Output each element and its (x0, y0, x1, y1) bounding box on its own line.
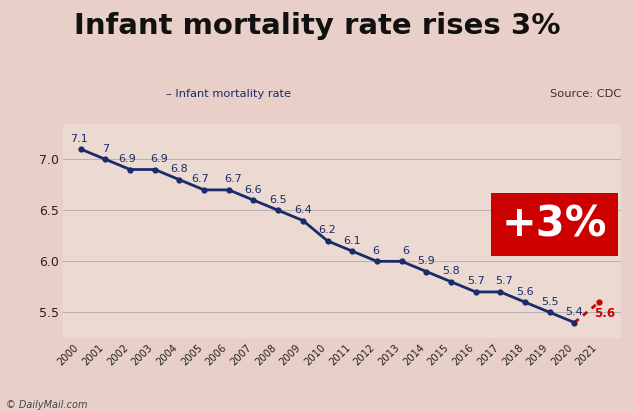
Text: 6: 6 (372, 246, 379, 256)
Text: 6.8: 6.8 (171, 164, 188, 174)
Text: 6.5: 6.5 (269, 195, 287, 205)
Text: 6.9: 6.9 (150, 154, 168, 164)
Text: – Infant mortality rate: – Infant mortality rate (165, 89, 291, 98)
Text: 5.5: 5.5 (541, 297, 559, 307)
Text: 6.1: 6.1 (344, 236, 361, 246)
Text: 6: 6 (403, 246, 410, 256)
Text: 5.4: 5.4 (566, 307, 583, 317)
Text: 5.8: 5.8 (442, 266, 460, 276)
Text: 6.7: 6.7 (224, 174, 242, 184)
Text: 6.4: 6.4 (294, 205, 312, 215)
Text: 5.7: 5.7 (467, 276, 484, 286)
Text: 6.9: 6.9 (119, 154, 136, 164)
Text: 7: 7 (102, 144, 109, 154)
Text: Infant mortality rate rises 3%: Infant mortality rate rises 3% (74, 12, 560, 40)
Text: 5.7: 5.7 (496, 276, 514, 286)
Text: 5.6: 5.6 (516, 287, 534, 297)
Text: 6.6: 6.6 (245, 185, 262, 194)
Text: Source: CDC: Source: CDC (550, 89, 621, 98)
Text: 7.1: 7.1 (70, 133, 88, 143)
Text: 5.6: 5.6 (594, 307, 615, 320)
Text: 6.2: 6.2 (319, 225, 337, 235)
Text: 5.9: 5.9 (417, 256, 435, 266)
Text: +3%: +3% (502, 204, 607, 246)
Text: 6.7: 6.7 (191, 174, 209, 184)
Text: © DailyMail.com: © DailyMail.com (6, 400, 88, 410)
